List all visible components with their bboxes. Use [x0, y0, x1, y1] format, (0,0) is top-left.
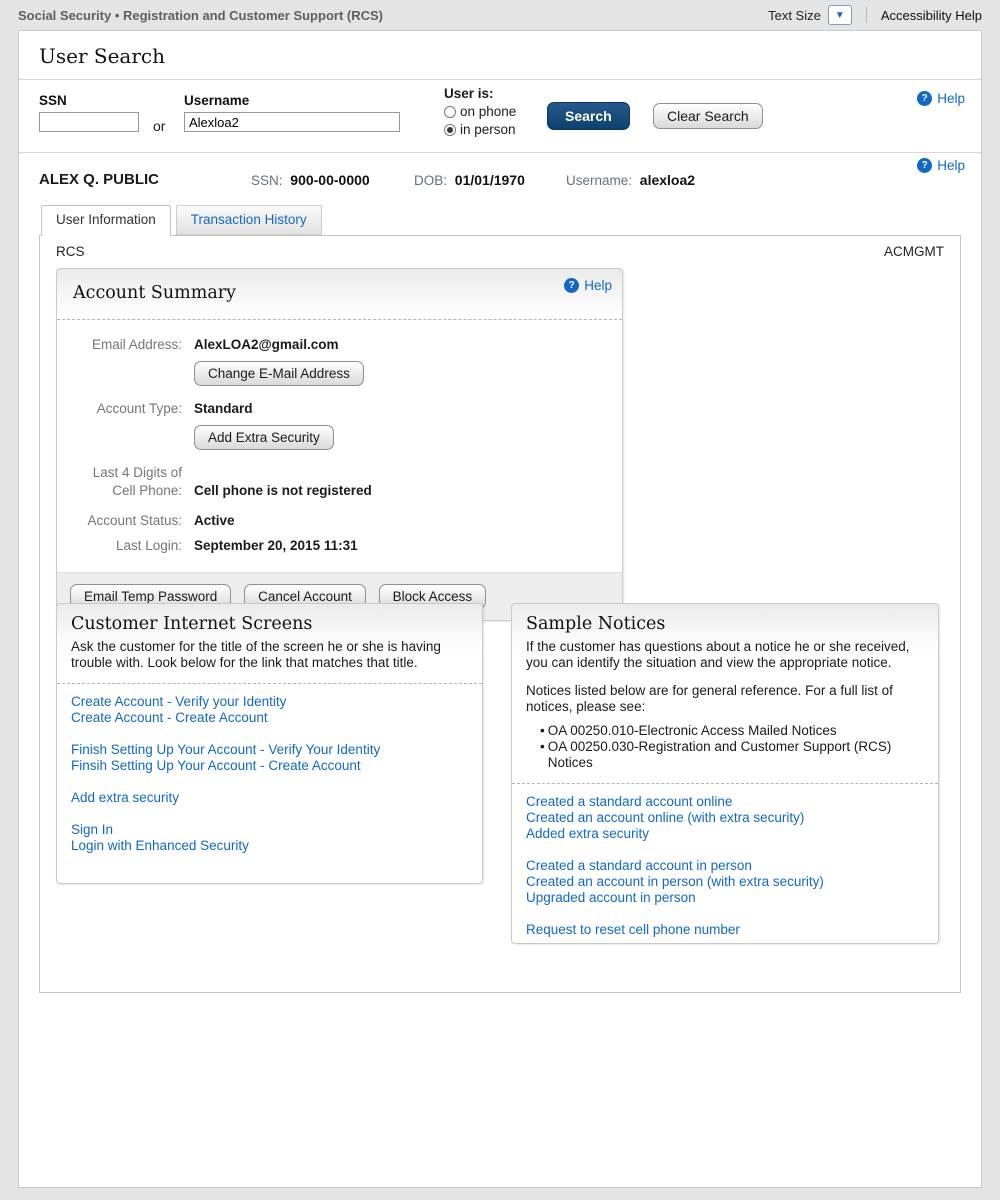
sample-notice-link[interactable]: Request to reset cell phone number [526, 922, 740, 937]
topbar-divider [865, 7, 867, 23]
clear-search-button[interactable]: Clear Search [653, 103, 763, 129]
customer-screen-link[interactable]: Create Account - Create Account [71, 710, 268, 725]
sample-notice-link[interactable]: Added extra security [526, 826, 650, 841]
customer-internet-screens-panel: Customer Internet Screens Ask the custom… [56, 603, 483, 884]
tab-user-information[interactable]: User Information [41, 205, 171, 236]
radio-on-phone-label: on phone [460, 104, 517, 119]
sample-notice-link[interactable]: Created a standard account in person [526, 858, 752, 873]
account-type-label: Account Type: [96, 401, 182, 416]
or-label: or [153, 118, 166, 134]
tab-bar: User Information Transaction History [19, 203, 981, 236]
sample-notices-title: Sample Notices [526, 614, 666, 634]
user-is-label: User is: [444, 86, 494, 101]
radio-in-person-label: in person [460, 122, 516, 137]
account-status-value: Active [194, 513, 235, 528]
account-status-label: Account Status: [87, 513, 182, 528]
notice-reference-item: • OA 00250.030-Registration and Customer… [540, 739, 892, 770]
user-name: ALEX Q. PUBLIC [39, 171, 160, 188]
main-card: User Search SSN or Username User is: on … [18, 30, 982, 1188]
customer-screen-link[interactable]: Create Account - Verify your Identity [71, 694, 287, 709]
notice-reference-item: • OA 00250.010-Electronic Access Mailed … [540, 723, 837, 738]
bullet-icon: • [540, 739, 545, 754]
dob-pair-label: DOB: [414, 173, 448, 188]
user-header: ALEX Q. PUBLIC SSN: 900-00-0000 DOB: 01/… [19, 153, 981, 203]
user-help-link[interactable]: ? Help [917, 158, 965, 173]
search-button[interactable]: Search [547, 102, 630, 130]
last-login-value: September 20, 2015 11:31 [194, 538, 358, 553]
cell-phone-value: Cell phone is not registered [194, 483, 372, 498]
tab-transaction-history[interactable]: Transaction History [175, 205, 322, 235]
email-address-label: Email Address: [91, 337, 182, 352]
radio-in-person-icon [444, 123, 456, 136]
acmgmt-code: ACMGMT [884, 244, 944, 259]
user-search-form: SSN or Username User is: on phone in per… [19, 80, 981, 153]
bullet-icon: • [540, 723, 545, 738]
search-help-link[interactable]: ? Help [917, 91, 965, 106]
page-title: User Search [39, 44, 165, 68]
customer-screens-title: Customer Internet Screens [71, 614, 313, 634]
add-extra-security-button[interactable]: Add Extra Security [194, 425, 334, 450]
username-pair-label: Username: [566, 173, 633, 188]
customer-screen-link[interactable]: Login with Enhanced Security [71, 838, 249, 853]
username-label: Username [184, 93, 250, 108]
ssn-pair-value: 900-00-0000 [290, 172, 370, 188]
text-size-label: Text Size [768, 7, 821, 23]
account-summary-title: Account Summary [73, 283, 237, 303]
accessibility-help-link[interactable]: Accessibility Help [880, 7, 982, 23]
customer-screen-link[interactable]: Sign In [71, 822, 114, 837]
sample-notice-link[interactable]: Upgraded account in person [526, 890, 696, 905]
help-icon: ? [917, 158, 933, 173]
customer-screen-link[interactable]: Add extra security [71, 790, 180, 805]
ssn-input[interactable] [39, 112, 139, 132]
user-information-panel: RCS ACMGMT Account Summary ? Help Email … [39, 235, 961, 993]
ssn-pair-label: SSN: [251, 173, 283, 188]
app-title: Social Security • Registration and Custo… [18, 7, 383, 23]
account-summary-help-link[interactable]: ? Help [564, 278, 612, 293]
chevron-down-icon: ▼ [834, 9, 845, 21]
sample-notices-description-2: Notices listed below are for general ref… [526, 683, 893, 714]
sample-notice-link[interactable]: Created a standard account online [526, 794, 733, 809]
email-address-value: AlexLOA2@gmail.com [194, 337, 339, 352]
sample-notice-link[interactable]: Created an account online (with extra se… [526, 810, 805, 825]
radio-on-phone[interactable]: on phone [444, 104, 516, 119]
account-summary-panel: Account Summary ? Help Email Address: Al… [56, 268, 623, 621]
customer-screen-link[interactable]: Finsih Setting Up Your Account - Create … [71, 758, 361, 773]
radio-on-phone-icon [444, 105, 456, 118]
dob-pair-value: 01/01/1970 [454, 172, 525, 188]
top-bar: Social Security • Registration and Custo… [0, 0, 1000, 30]
ssn-label: SSN [39, 93, 67, 108]
last-login-label: Last Login: [115, 538, 182, 553]
help-icon: ? [917, 91, 933, 106]
text-size-dropdown[interactable]: ▼ [827, 5, 852, 25]
sample-notices-panel: Sample Notices If the customer has quest… [511, 603, 939, 944]
sample-notice-link[interactable]: Created an account in person (with extra… [526, 874, 824, 889]
sample-notices-description-1: If the customer has questions about a no… [526, 639, 910, 670]
radio-in-person[interactable]: in person [444, 122, 516, 137]
account-type-value: Standard [194, 401, 253, 416]
help-icon: ? [564, 278, 580, 293]
cell-phone-label: Last 4 Digits of Cell Phone: [92, 465, 182, 498]
username-input[interactable] [184, 112, 400, 132]
rcs-code: RCS [56, 244, 85, 259]
customer-screen-link[interactable]: Finish Setting Up Your Account - Verify … [71, 742, 381, 757]
change-email-button[interactable]: Change E-Mail Address [194, 361, 364, 386]
customer-screens-description: Ask the customer for the title of the sc… [71, 639, 441, 670]
username-pair-value: alexloa2 [639, 172, 696, 188]
